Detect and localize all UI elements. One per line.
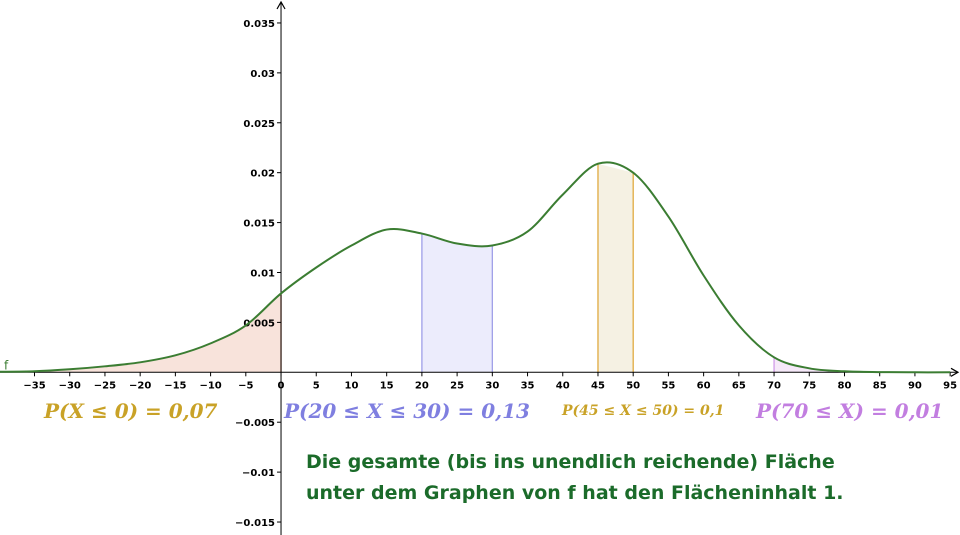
x-tick-label: 15	[380, 380, 394, 391]
y-tick-label: 0.005	[243, 318, 275, 329]
x-tick-label: −5	[238, 380, 253, 391]
y-tick-label: 0.01	[250, 268, 275, 279]
shaded-area	[774, 357, 951, 373]
x-tick-label: 80	[838, 380, 852, 391]
y-tick-label: 0.035	[243, 19, 275, 30]
x-tick-label: 75	[802, 380, 816, 391]
y-tick-label: −0.015	[235, 518, 275, 529]
x-tick-label: 25	[450, 380, 464, 391]
annotation: Die gesamte (bis ins unendlich reichende…	[306, 451, 835, 473]
probability-label: P(20 ≤ X ≤ 30) = 0,13	[283, 399, 530, 423]
x-tick-label: 95	[943, 380, 957, 391]
x-tick-label: 70	[767, 380, 781, 391]
x-tick-label: −20	[129, 380, 151, 391]
x-tick-label: 55	[661, 380, 675, 391]
x-tick-label: 45	[591, 380, 605, 391]
x-tick-label: 90	[908, 380, 922, 391]
x-tick-label: 0	[278, 380, 285, 391]
y-tick-label: −0.005	[235, 418, 275, 429]
x-tick-label: 85	[873, 380, 887, 391]
y-tick-label: 0.025	[243, 119, 275, 130]
x-tick-label: −25	[94, 380, 116, 391]
x-tick-label: 35	[521, 380, 535, 391]
x-tick-label: 40	[556, 380, 570, 391]
x-tick-label: −15	[164, 380, 186, 391]
annotation: unter dem Graphen von f hat den Flächeni…	[306, 482, 844, 504]
density-curve	[0, 161, 951, 374]
x-tick-label: 10	[344, 380, 358, 391]
x-tick-label: 65	[732, 380, 746, 391]
shaded-area	[0, 293, 282, 373]
x-tick-label: −30	[59, 380, 81, 391]
x-tick-label: −35	[23, 380, 45, 391]
shaded-area	[597, 163, 634, 373]
shaded-area	[421, 233, 493, 373]
x-tick-label: −10	[199, 380, 221, 391]
y-tick-label: 0.015	[243, 219, 275, 230]
y-tick-label: −0.01	[242, 468, 275, 479]
y-tick-label: 0.02	[250, 169, 275, 180]
x-tick-label: 50	[626, 380, 640, 391]
x-tick-label: 20	[415, 380, 429, 391]
x-tick-label: 30	[485, 380, 499, 391]
probability-label: P(70 ≤ X) = 0,01	[755, 399, 943, 423]
x-tick-label: 5	[313, 380, 320, 391]
x-tick-label: 60	[697, 380, 711, 391]
y-tick-label: 0.03	[250, 69, 275, 80]
function-label: f	[4, 358, 9, 372]
probability-label: P(X ≤ 0) = 0,07	[43, 399, 218, 423]
probability-label: P(45 ≤ X ≤ 50) = 0,1	[561, 403, 724, 419]
